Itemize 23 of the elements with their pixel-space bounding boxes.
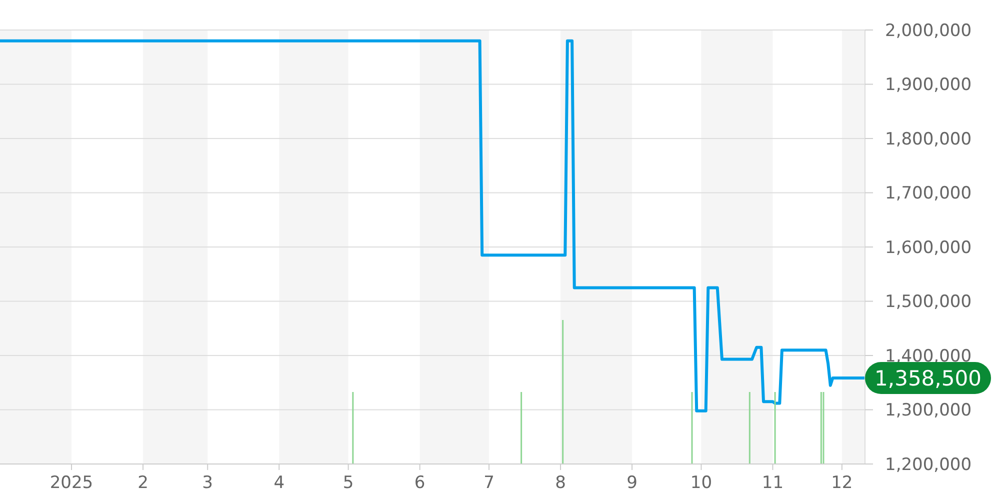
- x-tick-label: 4: [274, 473, 285, 493]
- y-tick-label: 1,500,000: [885, 292, 972, 312]
- x-tick-label: 12: [831, 473, 853, 493]
- x-tick-label: 3: [202, 473, 214, 493]
- y-tick-label: 2,000,000: [885, 20, 972, 41]
- y-tick-label: 1,300,000: [885, 400, 972, 421]
- x-tick-label: 9: [626, 473, 638, 493]
- y-tick-label: 1,600,000: [885, 238, 972, 258]
- x-tick-label: 7: [484, 473, 494, 493]
- x-tick-label: 11: [762, 473, 784, 493]
- y-tick-label: 1,400,000: [885, 346, 972, 366]
- y-tick-label: 1,800,000: [885, 129, 972, 150]
- line-series: [0, 39, 866, 412]
- y-tick-label: 1,900,000: [885, 75, 972, 96]
- y-tick-label: 1,200,000: [885, 454, 972, 475]
- x-tick-label: 10: [690, 473, 712, 493]
- y-tick-label: 1,700,000: [885, 184, 972, 204]
- x-tick-label: 5: [342, 473, 354, 493]
- annotation: 1,358,500: [874, 366, 982, 391]
- x-tick-label: 2025: [50, 473, 94, 493]
- x-tick-label: 6: [414, 473, 426, 493]
- x-tick-label: 2: [138, 473, 148, 493]
- x-tick-label: 8: [555, 473, 566, 493]
